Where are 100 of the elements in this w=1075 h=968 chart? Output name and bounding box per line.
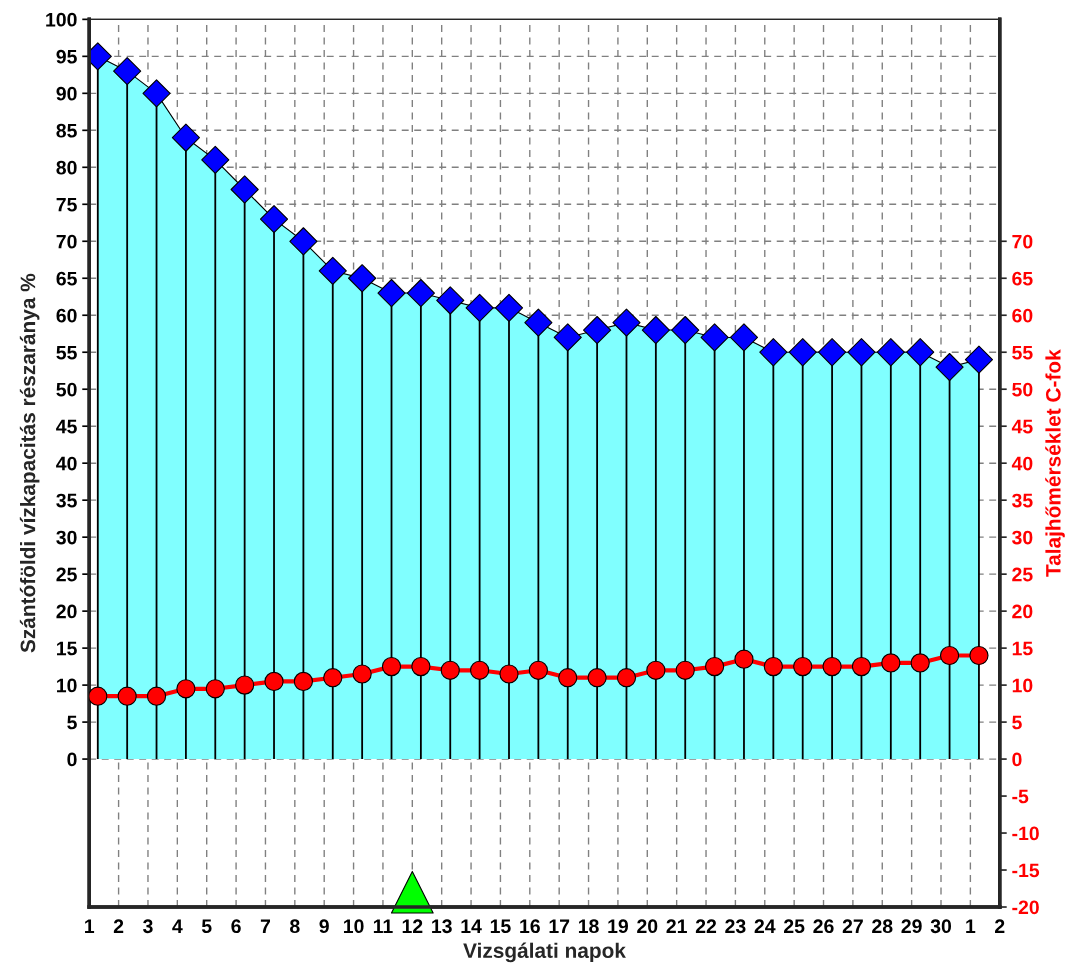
y-tick-label: 65 [56,271,77,286]
point [583,315,612,345]
point [171,123,200,152]
x-tick-label: 25 [784,919,805,934]
x-tick-label: 30 [930,919,952,934]
y2-tick-label: 20 [1012,604,1033,619]
x-tick-label: 7 [260,919,271,933]
x-tick-label: 1 [966,919,976,933]
point [117,686,137,706]
x-tick-label: 24 [754,919,776,933]
y-tick-label: 50 [56,382,77,397]
point [851,657,872,677]
point [793,657,813,677]
point [499,664,519,684]
point [142,79,171,108]
point [377,278,406,308]
x-tick-label: 5 [201,919,212,934]
y-tick-label: 95 [56,49,77,64]
point [910,653,930,673]
point [969,645,989,666]
point [89,686,108,706]
y2-tick-label: 60 [1012,308,1033,323]
x-tick-label: 22 [695,919,717,933]
x-tick-label: 3 [143,919,153,934]
point [558,668,578,688]
y2-tick-label: 30 [1012,530,1033,545]
y-tick-label: 85 [56,123,77,138]
point [675,660,695,680]
y2-tick-label: -20 [1012,900,1039,915]
y2-axis-title: Talajhőmérséklet C-fok [1045,349,1065,577]
x-tick-label: 8 [290,919,300,934]
y2-tick-label: 35 [1012,493,1033,508]
point [146,686,167,706]
point [259,204,289,234]
y-tick-label: 80 [56,160,77,175]
point [494,293,524,322]
x-tick-label: 1 [85,919,95,933]
point [939,645,960,666]
y2-tick-label: -5 [1012,789,1029,804]
x-tick-label: 9 [319,919,329,934]
y-tick-label: 15 [57,641,77,656]
point [729,323,759,352]
y-tick-label: 45 [56,419,77,434]
y2-tick-label: 45 [1011,419,1033,434]
point [763,657,783,677]
y-tick-label: 90 [56,86,77,101]
point [323,668,343,688]
point [176,679,196,699]
x-tick-label: 10 [343,919,364,934]
point [876,338,905,367]
x-tick-label: 11 [373,919,393,933]
point [440,660,460,680]
x-tick-label: 13 [432,919,452,934]
x-tick-label: 16 [520,919,540,934]
y2-tick-label: -10 [1012,826,1039,841]
y-tick-label: 35 [56,493,77,508]
x-tick-label: 15 [490,919,511,934]
point [964,345,994,374]
y2-tick-label: 70 [1012,234,1033,249]
y-axis-title: Szántóföldi vízkapacitás részaránya % [19,273,40,653]
point [700,323,729,352]
point [205,679,225,699]
x-tick-label: 6 [231,919,241,934]
y-tick-label: 60 [56,308,77,323]
x-tick-label: 17 [549,919,570,933]
y2-tick-label: 50 [1012,382,1033,397]
x-tick-label: 23 [725,919,746,934]
x-tick-label: 12 [402,919,423,933]
x-tick-label: 19 [608,919,629,934]
point [553,323,582,352]
y2-tick-label: 65 [1012,271,1033,286]
point [113,57,142,86]
y2-tick-label: 15 [1012,641,1033,656]
point [352,664,372,684]
point [201,145,230,174]
point [881,653,901,673]
x-tick-label: 4 [172,919,183,933]
point [935,352,964,382]
x-tick-label: 2 [113,919,124,933]
point [235,675,255,695]
y-tick-label: 20 [56,604,77,619]
point [524,308,553,337]
point [847,338,876,367]
x-tick-label: 21 [666,919,687,933]
point [704,657,725,677]
y2-tick-label: 25 [1012,567,1033,582]
x-tick-label: 28 [872,919,893,934]
y-tick-label: 100 [46,12,77,27]
point [348,264,377,293]
point [230,175,259,204]
x-tick-label: 20 [637,919,658,934]
y-tick-label: 55 [56,345,77,360]
x-tick-label: 14 [461,919,482,933]
y2-tick-label: 40 [1011,456,1033,471]
x-axis-title: Vizsgálati napok [463,942,626,963]
y-tick-label: 10 [57,678,77,693]
point [734,649,754,669]
point [264,671,284,692]
point [411,657,431,677]
point [406,278,435,308]
